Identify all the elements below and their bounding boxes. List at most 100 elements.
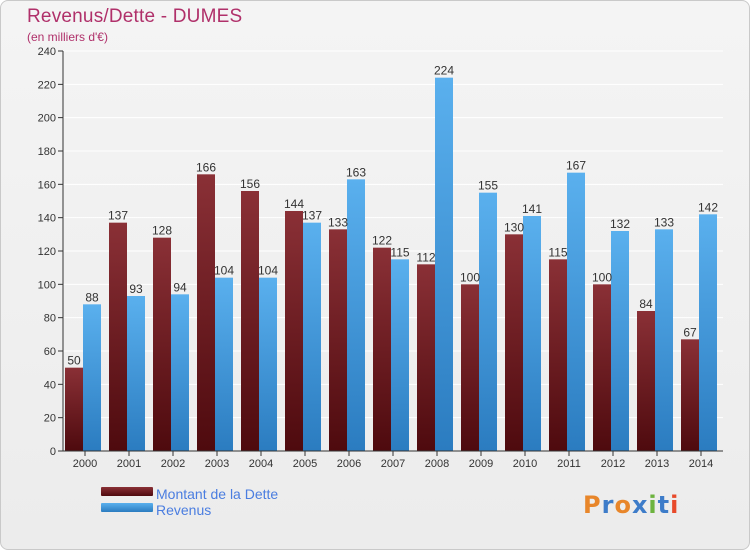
bar-dette — [109, 222, 127, 451]
bar-revenus — [611, 231, 629, 451]
y-tick-label: 20 — [44, 413, 56, 425]
legend-label-dette: Montant de la Dette — [156, 486, 279, 502]
chart-title: Revenus/Dette - DUMES — [27, 6, 243, 27]
y-tick-label: 0 — [50, 446, 56, 458]
bar-revenus — [479, 192, 497, 451]
bar-dette — [505, 234, 523, 451]
x-tick-label: 2005 — [293, 458, 317, 470]
bar-revenus — [171, 294, 189, 451]
x-tick-label: 2012 — [601, 458, 625, 470]
bar-revenus — [567, 172, 585, 451]
bar-revenus — [127, 296, 145, 451]
x-tick-label: 2001 — [117, 458, 141, 470]
y-tick-label: 160 — [38, 179, 56, 191]
bar-dette — [329, 229, 347, 451]
logo-letter: r — [601, 491, 615, 519]
bar-dette — [681, 339, 699, 451]
y-tick-label: 240 — [38, 46, 56, 58]
data-label-revenus: 104 — [214, 264, 234, 278]
data-label-revenus: 88 — [85, 290, 99, 304]
logo-letter: x — [631, 491, 649, 519]
data-label-dette: 100 — [592, 270, 612, 284]
bar-revenus — [259, 277, 277, 451]
data-label-revenus: 132 — [610, 217, 630, 231]
y-tick-label: 140 — [38, 213, 56, 225]
bar-dette — [417, 264, 435, 451]
data-label-revenus: 104 — [258, 264, 278, 278]
y-tick-label: 120 — [38, 246, 56, 258]
data-label-revenus: 137 — [302, 209, 322, 223]
data-label-revenus: 224 — [434, 64, 454, 78]
bar-dette — [549, 259, 567, 451]
x-tick-label: 2002 — [161, 458, 185, 470]
data-label-revenus: 142 — [698, 200, 718, 214]
bar-dette — [593, 284, 611, 451]
x-tick-label: 2003 — [205, 458, 229, 470]
data-label-dette: 100 — [460, 270, 480, 284]
bar-dette — [637, 311, 655, 451]
bar-dette — [285, 211, 303, 451]
data-label-revenus: 115 — [390, 245, 409, 259]
data-label-revenus: 163 — [346, 165, 366, 179]
data-label-dette: 166 — [196, 160, 216, 174]
y-tick-label: 40 — [44, 379, 56, 391]
bar-dette — [197, 174, 215, 452]
x-tick-label: 2010 — [513, 458, 537, 470]
bar-dette — [65, 367, 83, 451]
x-tick-label: 2011 — [557, 458, 581, 470]
logo-letter: i — [648, 491, 658, 519]
data-label-dette: 112 — [416, 250, 435, 264]
data-label-revenus: 155 — [478, 179, 498, 193]
x-tick-label: 2014 — [689, 458, 713, 470]
y-tick-label: 220 — [38, 79, 56, 91]
y-tick-label: 200 — [38, 113, 56, 125]
bar-dette — [153, 237, 171, 451]
bar-revenus — [215, 277, 233, 451]
y-tick-label: 100 — [38, 279, 56, 291]
logo-letter: P — [583, 491, 602, 519]
bar-revenus — [83, 304, 101, 451]
data-label-revenus: 93 — [129, 282, 143, 296]
proxiti-logo: Proxiti — [583, 491, 679, 519]
chart-subtitle: (en milliers d'€) — [27, 30, 108, 44]
x-tick-label: 2013 — [645, 458, 669, 470]
data-label-dette: 128 — [152, 224, 172, 238]
bar-dette — [461, 284, 479, 451]
bar-revenus — [391, 259, 409, 451]
data-label-revenus: 133 — [654, 215, 674, 229]
bar-revenus — [435, 77, 453, 452]
logo-letter: t — [657, 491, 671, 519]
data-label-dette: 137 — [108, 209, 128, 223]
bar-revenus — [347, 179, 365, 452]
y-tick-label: 180 — [38, 146, 56, 158]
bar-revenus — [655, 229, 673, 451]
data-label-dette: 144 — [284, 197, 304, 211]
data-label-dette: 50 — [67, 354, 81, 368]
data-label-dette: 115 — [548, 245, 567, 259]
bar-revenus — [303, 222, 321, 451]
bar-revenus — [699, 214, 717, 451]
data-label-dette: 130 — [504, 220, 524, 234]
bar-revenus — [523, 216, 541, 451]
data-label-dette: 122 — [372, 234, 392, 248]
data-label-dette: 84 — [639, 297, 653, 311]
data-label-revenus: 167 — [566, 159, 586, 173]
data-label-revenus: 141 — [522, 202, 542, 216]
data-label-dette: 133 — [328, 215, 348, 229]
data-label-dette: 67 — [683, 325, 697, 339]
bar-dette — [373, 247, 391, 451]
y-tick-label: 80 — [44, 313, 56, 325]
legend-swatch-revenus — [101, 503, 153, 512]
x-tick-label: 2006 — [337, 458, 361, 470]
y-tick-label: 60 — [44, 346, 56, 358]
data-label-dette: 156 — [240, 177, 260, 191]
x-tick-label: 2008 — [425, 458, 449, 470]
bar-dette — [241, 191, 259, 451]
x-tick-label: 2000 — [73, 458, 97, 470]
data-label-revenus: 94 — [173, 280, 187, 294]
x-tick-label: 2009 — [469, 458, 493, 470]
logo-letter: i — [670, 491, 680, 519]
x-tick-label: 2007 — [381, 458, 405, 470]
